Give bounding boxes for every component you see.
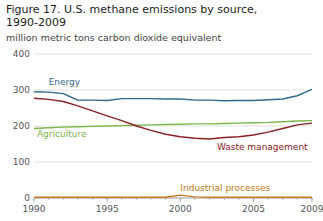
y-tick-label: 400	[13, 49, 30, 59]
x-minor-tick	[238, 198, 239, 200]
series-line	[34, 98, 312, 139]
x-tick-label: 2005	[242, 204, 265, 214]
line-label: Agriculture	[37, 129, 87, 139]
x-tick-label: 2009	[301, 204, 323, 214]
y-tick-label: 300	[13, 85, 30, 95]
plot-area	[34, 89, 312, 197]
title: Figure 17. U.S. methane emissions by sou…	[6, 3, 257, 29]
x-minor-tick	[194, 198, 195, 200]
y-tick-label: 100	[13, 157, 30, 167]
x-tick	[253, 198, 254, 202]
line-label: Energy	[49, 77, 81, 87]
grid-line	[34, 162, 312, 163]
grid-line	[34, 54, 312, 55]
x-tick	[107, 198, 108, 202]
x-tick-label: 1990	[23, 204, 46, 214]
series-line	[34, 89, 312, 101]
chart: Figure 17. U.S. methane emissions by sou…	[0, 0, 323, 221]
x-tick	[312, 198, 313, 202]
y-tick-label: 200	[13, 121, 30, 131]
x-tick-label: 1995	[96, 204, 119, 214]
x-minor-tick	[268, 198, 269, 200]
x-minor-tick	[209, 198, 210, 200]
x-minor-tick	[151, 198, 152, 200]
x-minor-tick	[121, 198, 122, 200]
x-minor-tick	[77, 198, 78, 200]
x-minor-tick	[92, 198, 93, 200]
x-minor-tick	[297, 198, 298, 200]
x-minor-tick	[224, 198, 225, 200]
title-line: 1990-2009	[6, 16, 66, 29]
series-line	[34, 195, 312, 197]
subtitle: million metric tons carbon dioxide equiv…	[6, 32, 221, 43]
x-tick	[34, 198, 35, 202]
x-minor-tick	[282, 198, 283, 200]
grid-line	[34, 90, 312, 91]
x-tick-label: 2000	[169, 204, 192, 214]
line-label: Waste management	[217, 142, 308, 152]
x-minor-tick	[48, 198, 49, 200]
series-line	[34, 121, 312, 129]
title-line: Figure 17. U.S. methane emissions by sou…	[6, 3, 257, 16]
x-minor-tick	[165, 198, 166, 200]
line-label: Industrial processes	[180, 183, 270, 193]
x-minor-tick	[136, 198, 137, 200]
y-tick-label: 0	[24, 193, 30, 203]
x-minor-tick	[63, 198, 64, 200]
x-tick	[180, 198, 181, 202]
